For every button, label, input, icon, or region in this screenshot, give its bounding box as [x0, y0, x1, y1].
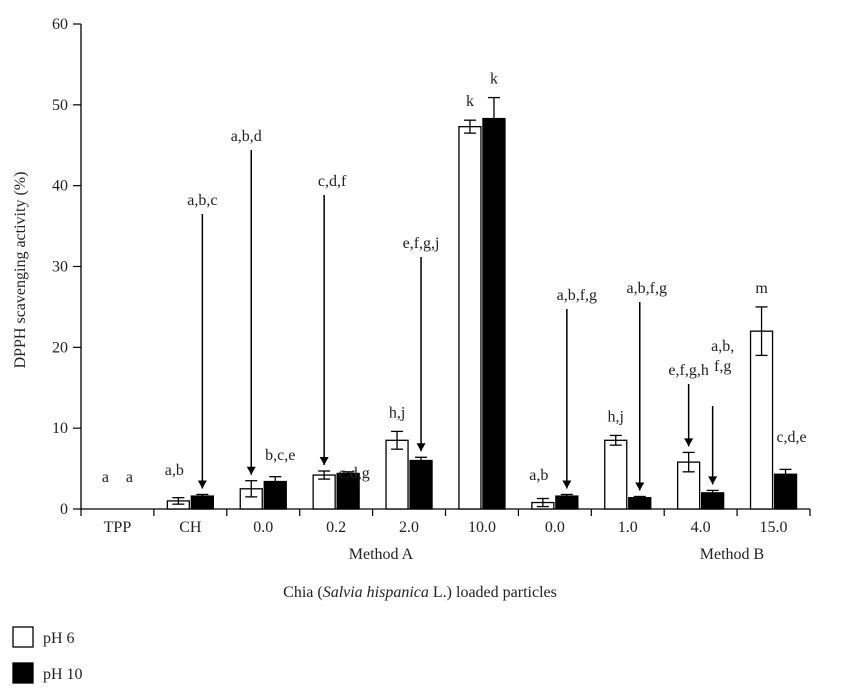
group-label-method-a: Method A [349, 546, 414, 563]
annotation-arrowhead [684, 438, 694, 447]
significance-letter: a [102, 469, 109, 486]
x-tick-label: 10.0 [468, 519, 496, 536]
legend: pH 6 pH 10 [12, 626, 83, 684]
x-tick-label: 1.0 [618, 519, 638, 536]
x-tick-label: 0.0 [253, 519, 273, 536]
annotation-arrowhead [416, 443, 426, 452]
significance-letter: e,f,g,h [668, 362, 708, 379]
y-tick-label: 10 [52, 420, 68, 437]
annotation-arrowhead [197, 480, 207, 489]
legend-label-ph6: pH 6 [43, 630, 75, 647]
significance-letter: k [466, 93, 474, 110]
x-tick-label: 2.0 [399, 519, 419, 536]
bar [409, 459, 433, 510]
bar [312, 474, 336, 510]
significance-letter: c,d,f [318, 173, 347, 190]
x-tick-label: 15.0 [760, 519, 788, 536]
x-tick-label: 0.0 [545, 519, 565, 536]
legend-swatch-ph6 [12, 626, 34, 648]
legend-swatch-ph10 [12, 662, 34, 684]
significance-letter: a,b,d [231, 128, 262, 145]
x-axis-label-part: Chia ( [283, 584, 323, 601]
y-tick-label: 0 [60, 501, 68, 518]
significance-letter: f,g [714, 358, 731, 375]
bar [458, 126, 482, 510]
x-tick-label: 4.0 [691, 519, 711, 536]
significance-letter: a,b,c [187, 192, 217, 209]
significance-letter: a [126, 469, 133, 486]
annotation-arrowhead [562, 480, 572, 489]
annotation-arrowhead [708, 476, 718, 485]
significance-letter: e,f,g,j [403, 235, 440, 252]
bar [385, 439, 409, 510]
annotation-arrowhead [635, 482, 645, 491]
significance-letter: k [490, 71, 498, 88]
bar [482, 117, 506, 510]
significance-letter: c,d,e [776, 429, 806, 446]
x-axis-label: Chia (Salvia hispanica L.) loaded partic… [283, 584, 557, 601]
x-axis-label-species: Salvia hispanica [323, 584, 429, 601]
significance-letter: a,b,f,g [557, 287, 597, 304]
y-tick-label: 20 [52, 339, 68, 356]
significance-letter: c,d,g [339, 465, 370, 482]
significance-letter: a,b [529, 467, 548, 484]
y-tick-label: 60 [52, 16, 68, 33]
significance-letter: m [755, 280, 768, 297]
bar [749, 330, 774, 510]
x-axis-label-part: L.) loaded particles [429, 584, 557, 601]
annotation-arrowhead [246, 466, 256, 475]
significance-letter: b,c,e [265, 447, 295, 464]
x-tick-label: TPP [104, 519, 132, 536]
y-axis-label: DPPH scavenging activity (%) [12, 172, 29, 369]
bars [166, 96, 798, 510]
significance-letter: a,b, [711, 338, 734, 355]
x-tick-label: CH [179, 519, 202, 536]
x-axis: TPP CH 0.0 0.2 2.0 10.0 0.0 1.0 4.0 15.0 [80, 508, 811, 536]
significance-letter: h,j [389, 404, 405, 421]
legend-label-ph10: pH 10 [43, 666, 83, 683]
group-label-method-b: Method B [700, 546, 764, 563]
y-axis: 0 10 20 30 40 50 60 [52, 16, 82, 518]
y-tick-label: 50 [52, 97, 68, 114]
annotation-arrowhead [319, 457, 329, 466]
y-tick-label: 30 [52, 259, 68, 276]
significance-letter: h,j [608, 408, 624, 425]
significance-labels: a a a,b a,b,c a,b,d b,c,e c,d,f c,d,g h,j e,f,g,j… [102, 71, 807, 491]
significance-letter: a,b [165, 462, 184, 479]
significance-letter: a,b,f,g [627, 280, 667, 297]
x-tick-label: 0.2 [326, 519, 346, 536]
bar [604, 439, 628, 510]
y-tick-label: 40 [52, 178, 68, 195]
